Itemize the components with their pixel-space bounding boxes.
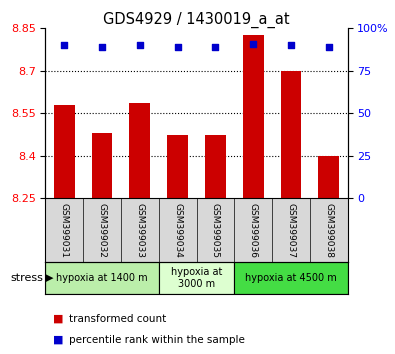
Bar [234, 262, 348, 294]
Text: GSM399034: GSM399034 [173, 202, 182, 258]
Text: hypoxia at
3000 m: hypoxia at 3000 m [171, 267, 222, 289]
Bar [130, 103, 150, 198]
Bar [45, 262, 159, 294]
Point [137, 42, 143, 48]
Bar [54, 105, 75, 198]
Point [212, 44, 218, 50]
Bar [167, 135, 188, 198]
Text: GSM399036: GSM399036 [249, 202, 258, 258]
Text: GSM399035: GSM399035 [211, 202, 220, 258]
Text: GSM399032: GSM399032 [98, 202, 107, 258]
Point [175, 44, 181, 50]
Bar [92, 133, 113, 198]
Text: transformed count: transformed count [69, 314, 166, 324]
Text: hypoxia at 1400 m: hypoxia at 1400 m [56, 273, 148, 283]
Text: hypoxia at 4500 m: hypoxia at 4500 m [245, 273, 337, 283]
Point [99, 44, 105, 50]
Bar [205, 135, 226, 198]
Point [325, 44, 332, 50]
Text: ▶: ▶ [45, 273, 53, 283]
Point [288, 42, 294, 48]
Point [250, 41, 256, 46]
Bar [243, 35, 263, 198]
Title: GDS4929 / 1430019_a_at: GDS4929 / 1430019_a_at [103, 12, 290, 28]
Bar [280, 71, 301, 198]
Text: percentile rank within the sample: percentile rank within the sample [69, 335, 245, 345]
Text: ■: ■ [53, 335, 64, 345]
Bar [159, 262, 234, 294]
Text: GSM399038: GSM399038 [324, 202, 333, 258]
Bar [318, 156, 339, 198]
Text: ■: ■ [53, 314, 64, 324]
Text: stress: stress [11, 273, 43, 283]
Point [61, 42, 68, 48]
Text: GSM399037: GSM399037 [286, 202, 295, 258]
Text: GSM399033: GSM399033 [135, 202, 144, 258]
Text: GSM399031: GSM399031 [60, 202, 69, 258]
